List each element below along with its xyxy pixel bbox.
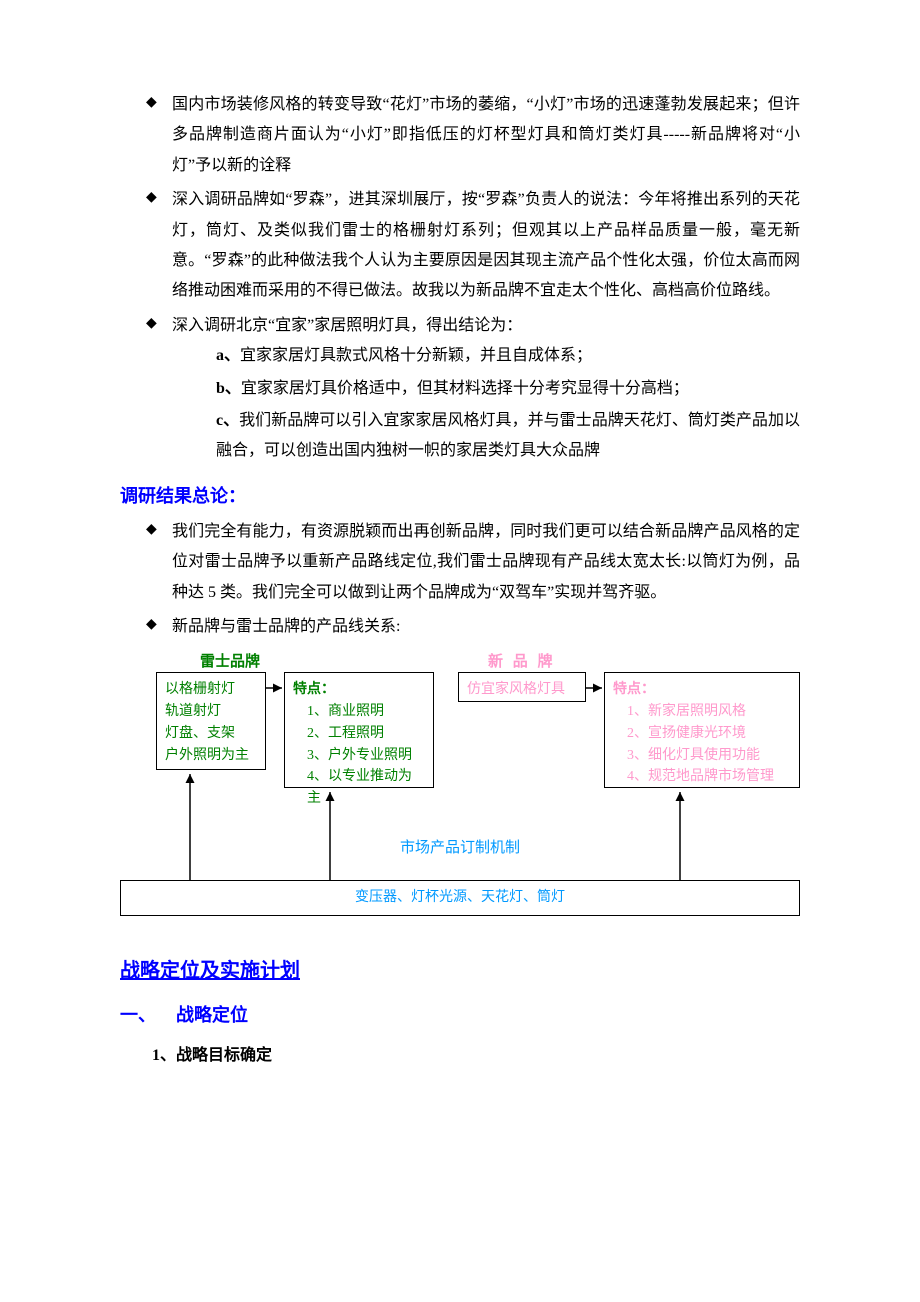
- shared-products-box: 变压器、灯杯光源、天花灯、筒灯: [120, 880, 800, 916]
- h1-heading: 一、战略定位: [120, 998, 800, 1032]
- new-brand-features-box: 特点： 1、新家居照明风格 2、宣扬健康光环境 3、细化灯具使用功能 4、规范地…: [604, 672, 800, 788]
- h1-num: 一、: [120, 998, 176, 1032]
- sub-list: a、宜家家居灯具款式风格十分新颖，并且自成体系； b、宜家家居灯具价格适中，但其…: [172, 341, 800, 467]
- h2-heading: 1、战略目标确定: [152, 1041, 800, 1071]
- main-heading: 战略定位及实施计划: [120, 952, 800, 990]
- bullet-item: 我们完全有能力，有资源脱颖而出再创新品牌，同时我们更可以结合新品牌产品风格的定位…: [172, 517, 800, 608]
- sub-text: 我们新品牌可以引入宜家家居风格灯具，并与雷士品牌天花灯、筒灯类产品加以融合，可以…: [216, 412, 800, 459]
- box2-line: 2、工程照明: [293, 723, 425, 745]
- leishi-products-box: 以格栅射灯 轨道射灯 灯盘、支架 户外照明为主: [156, 672, 266, 770]
- sub-item: c、我们新品牌可以引入宜家家居风格灯具，并与雷士品牌天花灯、筒灯类产品加以融合，…: [216, 406, 800, 467]
- box1-line: 以格栅射灯: [165, 679, 257, 701]
- top-bullet-list: 国内市场装修风格的转变导致“花灯”市场的萎缩，“小灯”市场的迅速蓬勃发展起来；但…: [120, 90, 800, 467]
- sub-label: b、: [216, 380, 241, 397]
- box4-line: 2、宣扬健康光环境: [613, 723, 791, 745]
- box2-head: 特点：: [293, 679, 425, 701]
- sub-item: a、宜家家居灯具款式风格十分新颖，并且自成体系；: [216, 341, 800, 371]
- sub-label: c、: [216, 412, 239, 429]
- box1-line: 户外照明为主: [165, 745, 257, 767]
- box1-line: 灯盘、支架: [165, 723, 257, 745]
- sub-text: 宜家家居灯具价格适中，但其材料选择十分考究显得十分高档；: [241, 380, 689, 397]
- mid-bullet-list: 我们完全有能力，有资源脱颖而出再创新品牌，同时我们更可以结合新品牌产品风格的定位…: [120, 517, 800, 643]
- bullet-item: 深入调研北京“宜家”家居照明灯具，得出结论为： a、宜家家居灯具款式风格十分新颖…: [172, 311, 800, 467]
- section-heading: 调研结果总论：: [120, 479, 800, 513]
- box2-line: 1、商业照明: [293, 701, 425, 723]
- sub-label: a、: [216, 347, 240, 364]
- market-mechanism-label: 市场产品订制机制: [120, 834, 800, 863]
- sub-text: 宜家家居灯具款式风格十分新颖，并且自成体系；: [240, 347, 592, 364]
- h2-text: 战略目标确定: [176, 1047, 272, 1064]
- box4-head: 特点：: [613, 679, 791, 701]
- new-brand-products-box: 仿宜家风格灯具: [458, 672, 586, 702]
- bullet-item: 新品牌与雷士品牌的产品线关系:: [172, 612, 800, 642]
- h1-text: 战略定位: [176, 1005, 248, 1025]
- leishi-features-box: 特点： 1、商业照明 2、工程照明 3、户外专业照明 4、以专业推动为主: [284, 672, 434, 788]
- bullet-item: 深入调研品牌如“罗森”，进其深圳展厅，按“罗森”负责人的说法：今年将推出系列的天…: [172, 185, 800, 307]
- box2-line: 4、以专业推动为主: [293, 766, 425, 809]
- brand-relationship-diagram: 雷士品牌 新 品 牌 以格栅射灯 轨道射灯 灯盘、支架 户外照明为主 特点： 1…: [120, 648, 800, 938]
- box2-line: 3、户外专业照明: [293, 745, 425, 767]
- sub-item: b、宜家家居灯具价格适中，但其材料选择十分考究显得十分高档；: [216, 374, 800, 404]
- box4-line: 3、细化灯具使用功能: [613, 745, 791, 767]
- box1-line: 轨道射灯: [165, 701, 257, 723]
- box4-line: 1、新家居照明风格: [613, 701, 791, 723]
- bullet-item: 国内市场装修风格的转变导致“花灯”市场的萎缩，“小灯”市场的迅速蓬勃发展起来；但…: [172, 90, 800, 181]
- bullet-text: 深入调研北京“宜家”家居照明灯具，得出结论为：: [172, 317, 522, 334]
- box4-line: 4、规范地品牌市场管理: [613, 766, 791, 788]
- h2-num: 1、: [152, 1047, 176, 1064]
